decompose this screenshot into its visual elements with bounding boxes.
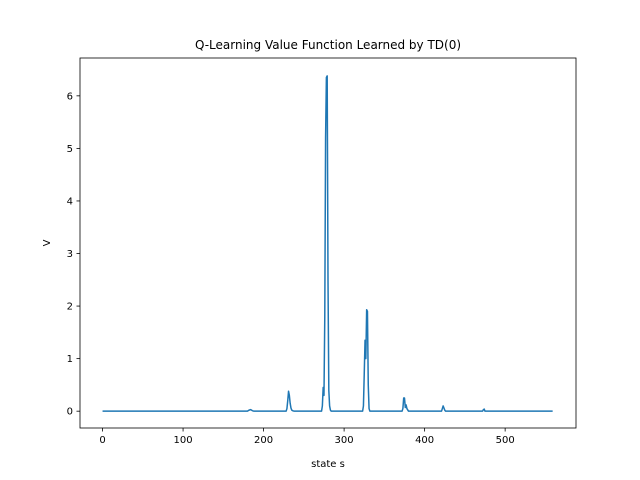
- y-tick-label: 3: [67, 249, 73, 260]
- axes-frame: [79, 57, 577, 429]
- y-axis-label: V: [42, 239, 53, 246]
- x-tick-label: 0: [99, 435, 105, 446]
- x-tick-label: 400: [415, 435, 434, 446]
- y-tick-label: 0: [67, 407, 73, 418]
- chart-title: Q-Learning Value Function Learned by TD(…: [195, 38, 461, 52]
- y-tick-label: 5: [67, 144, 73, 155]
- y-tick-label: 2: [67, 302, 73, 313]
- x-axis: 0 100 200 300 400 500: [99, 428, 515, 446]
- x-tick-label: 300: [335, 435, 354, 446]
- y-axis: 0 1 2 3 4 5 6: [67, 91, 80, 418]
- y-tick-label: 4: [67, 196, 73, 207]
- x-tick-label: 100: [174, 435, 193, 446]
- x-tick-label: 200: [254, 435, 273, 446]
- series-line: [102, 75, 553, 412]
- plot-area: [79, 57, 577, 429]
- y-tick-label: 6: [67, 91, 73, 102]
- y-tick-label: 1: [67, 354, 73, 365]
- x-tick-label: 500: [496, 435, 515, 446]
- x-axis-label: state s: [311, 459, 345, 470]
